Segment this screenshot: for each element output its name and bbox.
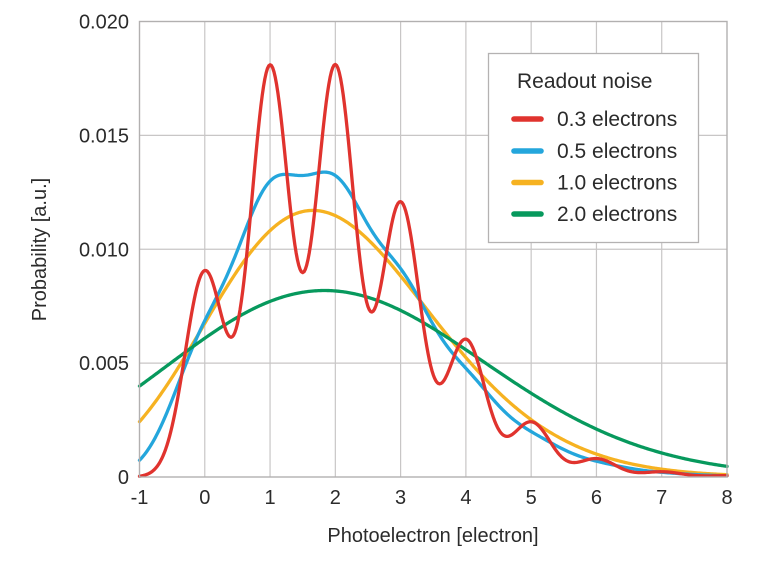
legend-title: Readout noise [517, 70, 652, 93]
curve-group [137, 62, 729, 478]
y-tick-labels: 0 0.005 0.010 0.015 0.020 [79, 12, 129, 490]
legend-label: 1.0 electrons [557, 172, 677, 195]
legend-item-2.0-electrons: 2.0 electrons [511, 203, 677, 226]
legend-item-0.3-electrons: 0.3 electrons [511, 108, 677, 131]
x-tick-labels: -1 0 1 2 3 4 5 6 7 8 [131, 487, 733, 509]
series-line-0.3-electrons [137, 62, 729, 478]
x-tick-label: 0 [199, 487, 210, 509]
y-tick-label: 0.020 [79, 12, 129, 34]
x-tick-label: 7 [656, 487, 667, 509]
legend-label: 2.0 electrons [557, 203, 677, 226]
legend-label: 0.5 electrons [557, 140, 677, 163]
y-tick-label: 0 [118, 467, 129, 489]
legend-label: 0.3 electrons [557, 108, 677, 131]
x-tick-label: 5 [526, 487, 537, 509]
x-tick-label: 2 [330, 487, 341, 509]
x-tick-label: 4 [460, 487, 471, 509]
legend-item-1.0-electrons: 1.0 electrons [511, 172, 677, 195]
plot-frame [138, 20, 728, 478]
x-tick-label: 8 [721, 487, 732, 509]
series-line-0.5-electrons [137, 170, 729, 478]
y-axis-title: Probability [a.u.] [29, 178, 51, 321]
x-tick-label: -1 [131, 487, 149, 509]
x-tick-label: 1 [264, 487, 275, 509]
legend-box [487, 52, 700, 244]
x-tick-label: 6 [591, 487, 602, 509]
y-tick-label: 0.005 [79, 353, 129, 375]
legend: Readout noise 0.3 electrons 0.5 electron… [487, 52, 700, 244]
x-tick-label: 3 [395, 487, 406, 509]
y-tick-label: 0.015 [79, 125, 129, 147]
series-line-1.0-electrons [137, 208, 729, 477]
x-axis-title: Photoelectron [electron] [327, 525, 538, 547]
legend-item-0.5-electrons: 0.5 electrons [511, 140, 677, 163]
y-tick-label: 0.010 [79, 239, 129, 261]
